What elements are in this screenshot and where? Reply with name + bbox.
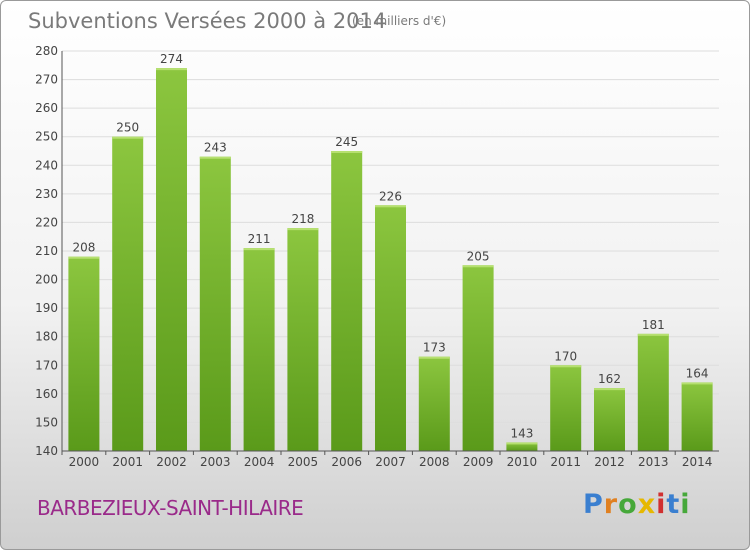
bar-highlight <box>506 442 538 445</box>
bar-value-label: 218 <box>291 212 314 226</box>
y-tick-label: 150 <box>35 415 58 429</box>
bar-highlight <box>594 388 625 391</box>
bar-value-label: 208 <box>72 241 95 255</box>
y-tick-label: 190 <box>35 301 58 315</box>
proxiti-logo[interactable]: Proxiti <box>583 489 691 520</box>
chart-subtitle: (en milliers d'€) <box>352 14 447 28</box>
x-tick-label: 2009 <box>463 455 494 469</box>
bar[interactable] <box>156 68 187 452</box>
bar[interactable] <box>550 365 582 451</box>
bar-value-label: 226 <box>379 189 402 203</box>
bar-value-label: 274 <box>160 52 183 66</box>
x-tick-label: 2004 <box>244 455 275 469</box>
bar-highlight <box>375 205 406 208</box>
y-tick-label: 140 <box>35 444 58 458</box>
bar-highlight <box>418 356 450 359</box>
axes: 140 150 160 170 180 190 200 210 220 230 240 250 260 2… <box>35 44 719 469</box>
y-tick-label: 200 <box>35 273 58 287</box>
bar[interactable] <box>594 388 625 451</box>
y-tick-label: 270 <box>35 73 58 87</box>
bar-value-label: 205 <box>467 249 490 263</box>
x-tick-label: 2000 <box>69 455 100 469</box>
bar-value-label: 162 <box>598 372 621 386</box>
bar-value-label: 243 <box>204 141 227 155</box>
bar-value-label: 181 <box>642 318 665 332</box>
bar-highlight <box>287 228 319 231</box>
y-tick-label: 230 <box>35 187 58 201</box>
y-tick-label: 240 <box>35 158 58 172</box>
x-tick-label: 2007 <box>375 455 406 469</box>
bar[interactable] <box>243 248 275 451</box>
bar[interactable] <box>506 442 538 451</box>
x-tick-label: 2005 <box>288 455 319 469</box>
y-tick-label: 210 <box>35 244 58 258</box>
bar-highlight <box>462 265 494 268</box>
x-tick-label: 2003 <box>200 455 231 469</box>
x-tick-label: 2014 <box>682 455 713 469</box>
chart-title: Subventions Versées 2000 à 2014 <box>28 9 387 33</box>
bar[interactable] <box>418 356 450 451</box>
bar-highlight <box>156 68 187 71</box>
bar-highlight <box>68 256 100 259</box>
x-tick-label: 2011 <box>550 455 581 469</box>
y-tick-label: 220 <box>35 215 58 229</box>
commune-name: BARBEZIEUX-SAINT-HILAIRE <box>37 496 304 520</box>
bar[interactable] <box>287 228 319 451</box>
y-tick-label: 170 <box>35 358 58 372</box>
bar-highlight <box>637 333 669 336</box>
bar[interactable] <box>462 265 494 451</box>
x-tick-label: 2006 <box>331 455 362 469</box>
bar[interactable] <box>375 205 406 451</box>
bar-value-label: 173 <box>423 341 446 355</box>
x-tick-label: 2002 <box>156 455 187 469</box>
y-tick-label: 250 <box>35 130 58 144</box>
y-tick-label: 280 <box>35 44 58 58</box>
x-tick-label: 2012 <box>594 455 625 469</box>
bar-highlight <box>112 136 144 139</box>
bar-highlight <box>243 248 275 251</box>
bar[interactable] <box>199 156 231 451</box>
bars: 208 250 274 243 211 218 245 226 173 205 143 170 162 1… <box>68 52 713 452</box>
bar[interactable] <box>637 333 669 451</box>
x-tick-label: 2008 <box>419 455 450 469</box>
bar-highlight <box>681 382 713 385</box>
y-tick-label: 180 <box>35 330 58 344</box>
bar-highlight <box>331 151 363 153</box>
x-tick-label: 2001 <box>112 455 143 469</box>
bar[interactable] <box>68 256 100 451</box>
y-tick-label: 160 <box>35 387 58 401</box>
bar-value-label: 245 <box>335 135 358 149</box>
bar-value-label: 164 <box>686 366 709 380</box>
x-tick-label: 2010 <box>507 455 538 469</box>
bar-value-label: 211 <box>248 232 271 246</box>
bar-value-label: 250 <box>116 121 139 135</box>
bar[interactable] <box>112 136 144 451</box>
bar-highlight <box>199 156 231 159</box>
x-tick-label: 2013 <box>638 455 669 469</box>
bar[interactable] <box>331 151 363 451</box>
bar-value-label: 143 <box>510 426 533 440</box>
y-tick-label: 260 <box>35 101 58 115</box>
bar-value-label: 170 <box>554 349 577 363</box>
bar[interactable] <box>681 382 713 451</box>
bar-highlight <box>550 365 582 368</box>
